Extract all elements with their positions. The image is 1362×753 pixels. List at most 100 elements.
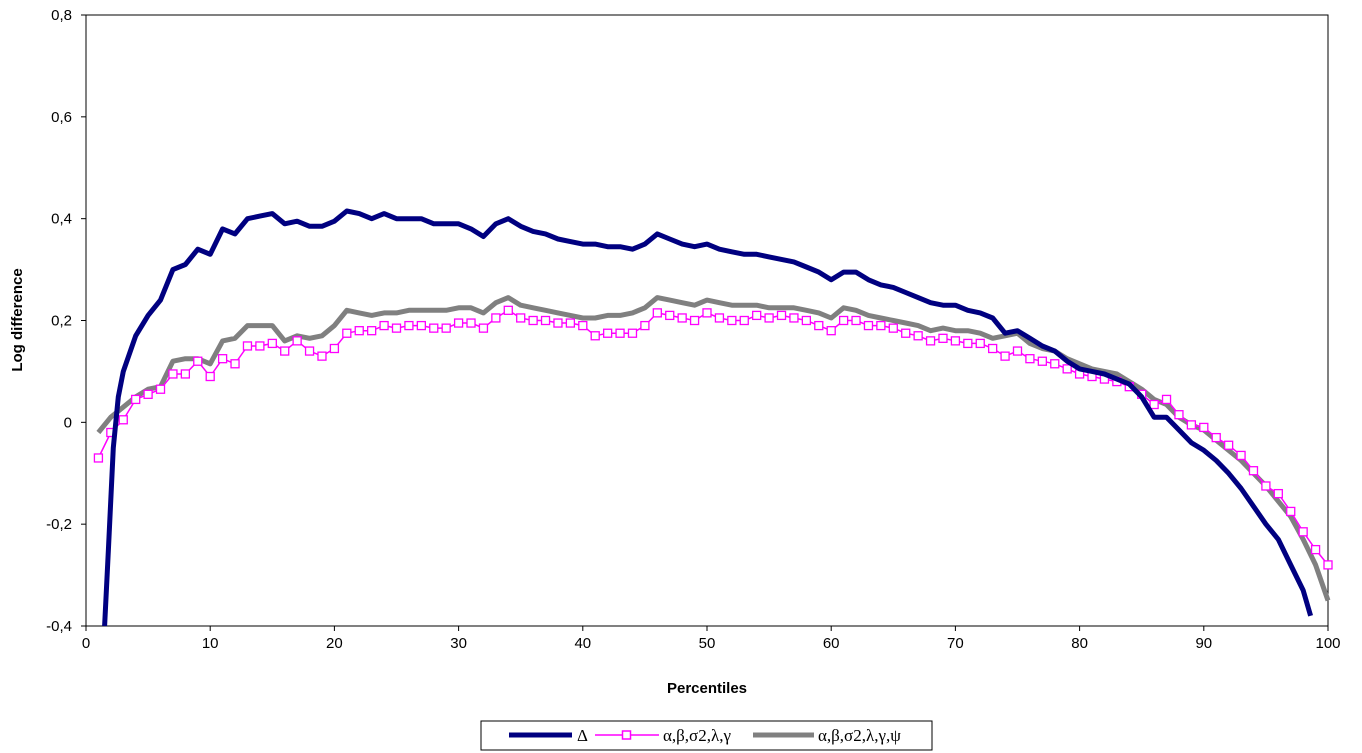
x-tick-label: 30 <box>450 635 467 652</box>
series-point-1 <box>379 320 389 331</box>
series-point-1 <box>665 310 675 321</box>
series-point-1 <box>640 320 650 331</box>
series-point-1 <box>1012 346 1023 356</box>
series-point-1 <box>739 315 749 326</box>
series-point-1 <box>528 315 538 326</box>
legend-label-model-5: α,β,σ2,λ,γ <box>663 726 731 745</box>
y-axis-ticks: -0,4 -0,2 0 0,2 0,4 0,6 0,8 <box>46 7 86 635</box>
series-point-1 <box>193 356 203 366</box>
series-point-1 <box>677 313 687 323</box>
series-point-1 <box>1310 544 1321 555</box>
series-point-1 <box>1323 560 1333 570</box>
series-point-1 <box>963 338 973 349</box>
series-point-1 <box>1248 466 1259 476</box>
series-point-1 <box>602 328 613 338</box>
x-tick-label: 80 <box>1071 635 1088 652</box>
series-point-1 <box>776 310 787 321</box>
series-point-1 <box>304 346 315 356</box>
series-point-1 <box>652 308 662 318</box>
series-point-1 <box>391 323 402 333</box>
series-point-1 <box>143 389 153 399</box>
series-point-1 <box>1025 354 1035 364</box>
series-point-1 <box>1050 359 1060 369</box>
series-point-1 <box>516 313 526 323</box>
series-point-1 <box>578 320 588 331</box>
x-tick-label: 90 <box>1195 635 1212 652</box>
series-point-1 <box>764 313 774 323</box>
series-point-1 <box>453 318 464 328</box>
x-axis-ticks: 0 10 20 30 40 50 60 70 80 90 100 <box>82 626 1341 652</box>
series-point-1 <box>789 313 799 323</box>
series-point-1 <box>242 341 253 351</box>
series-point-1 <box>851 315 861 326</box>
series-point-1 <box>478 323 489 333</box>
series-point-1 <box>1174 410 1184 420</box>
series-line-2 <box>96 295 1331 602</box>
legend-label-delta: Δ <box>577 726 588 745</box>
series-point-1 <box>93 453 104 463</box>
series-point-1 <box>155 384 166 394</box>
series-point-1 <box>317 351 327 361</box>
x-tick-label: 50 <box>699 635 716 652</box>
series-point-1 <box>1037 356 1047 366</box>
series-point-1 <box>975 338 985 349</box>
series-point-1 <box>950 336 961 346</box>
series-point-1 <box>702 308 712 318</box>
series-point-1 <box>292 336 302 346</box>
series-point-1 <box>876 320 886 331</box>
y-tick-label: 0,4 <box>51 211 72 228</box>
series-point-1 <box>540 315 551 326</box>
series-point-1 <box>863 320 874 331</box>
series-point-1 <box>627 328 638 338</box>
series-point-1 <box>1199 422 1209 433</box>
series-point-1 <box>1211 432 1221 443</box>
series-point-1 <box>1261 481 1271 491</box>
series-layer <box>93 208 1333 627</box>
x-tick-label: 20 <box>326 635 343 652</box>
series-point-1 <box>1149 399 1159 410</box>
series-point-1 <box>118 415 128 425</box>
series-point-1 <box>466 318 476 328</box>
series-point-1 <box>727 315 737 326</box>
series-point-1 <box>826 326 836 336</box>
series-point-1 <box>354 326 364 336</box>
series-point-1 <box>180 369 191 379</box>
series-point-1 <box>615 328 625 338</box>
series-point-1 <box>491 313 501 323</box>
series-point-1 <box>590 331 600 341</box>
series-point-1 <box>1000 351 1010 361</box>
series-point-1 <box>416 320 426 331</box>
series-point-1 <box>565 318 576 328</box>
x-tick-label: 60 <box>823 635 840 652</box>
series-point-1 <box>280 346 290 356</box>
y-tick-label: -0,4 <box>46 618 72 635</box>
x-tick-label: 40 <box>574 635 591 652</box>
series-point-1 <box>714 313 725 323</box>
x-tick-label: 70 <box>947 635 964 652</box>
y-tick-label: 0 <box>64 414 72 431</box>
series-point-1 <box>367 326 377 336</box>
series-point-1 <box>441 323 451 333</box>
legend: Δ α,β,σ2,λ,γ α,β,σ2,λ,γ,ψ <box>480 720 933 751</box>
series-point-1 <box>230 359 240 369</box>
y-tick-label: -0,2 <box>46 516 72 533</box>
series-line-0 <box>102 208 1314 627</box>
series-point-1 <box>1298 527 1308 537</box>
series-point-1 <box>913 331 923 341</box>
series-point-1 <box>429 323 439 333</box>
series-point-1 <box>131 394 141 405</box>
series-point-1 <box>814 320 824 331</box>
legend-marker-model-5 <box>621 730 632 740</box>
series-point-1 <box>1273 488 1283 499</box>
series-point-1 <box>205 371 215 382</box>
series-point-1 <box>267 338 277 349</box>
y-tick-label: 0,2 <box>51 313 72 330</box>
series-point-1 <box>1223 440 1234 450</box>
series-point-1 <box>1186 420 1197 430</box>
y-axis-title: Log difference <box>9 268 26 371</box>
plot-area <box>85 14 1329 627</box>
series-point-1 <box>1161 394 1172 405</box>
series-point-1 <box>801 315 812 326</box>
series-point-1 <box>901 328 911 338</box>
